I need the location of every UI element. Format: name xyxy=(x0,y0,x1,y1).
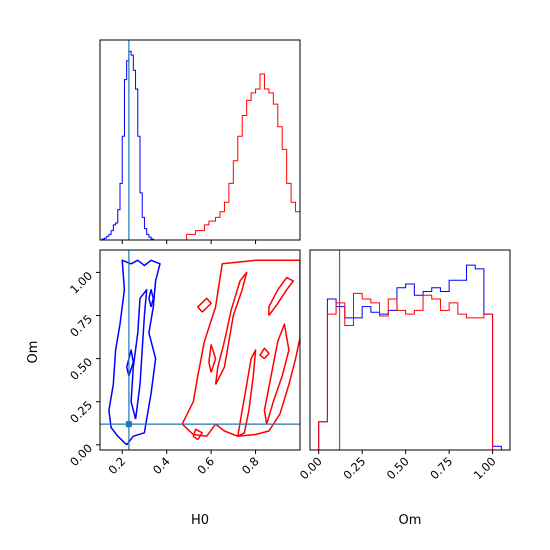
contour-series-2-level-2 xyxy=(214,271,248,385)
truth-marker xyxy=(125,421,132,428)
contour-series-1-level-4 xyxy=(148,288,155,308)
h0-panel-frame xyxy=(99,39,301,241)
contour-series-2-level-9 xyxy=(259,347,270,360)
contour-series-2-level-7 xyxy=(192,428,203,441)
contour-series-2-level-6 xyxy=(197,297,212,313)
x-axis-label: H0 xyxy=(191,513,209,528)
contour-series-2-level-4 xyxy=(263,323,290,425)
om-x-axis-label: Om xyxy=(399,513,422,528)
contour-series-2-level-8 xyxy=(208,344,217,373)
contour-series-2-level-3 xyxy=(237,349,257,437)
contour-series-1-level-2 xyxy=(130,288,148,420)
joint-panel-frame xyxy=(99,249,301,451)
h0-marginal-panel xyxy=(99,39,301,244)
h0-histogram-series-2 xyxy=(186,73,300,240)
om-panel-frame xyxy=(309,249,511,451)
om-histogram-area xyxy=(318,250,510,450)
contour-area xyxy=(100,250,300,450)
h0-histogram-series-1 xyxy=(101,50,154,240)
y-axis-label: Om xyxy=(26,341,41,364)
contour-series-1-level-3 xyxy=(125,349,135,377)
contour-series-1-level-1 xyxy=(108,259,161,446)
contour-series-2-level-5 xyxy=(268,276,295,316)
contour-series-2-level-1 xyxy=(181,259,300,437)
h0-histogram-area xyxy=(101,40,300,240)
om-histogram-series-2 xyxy=(318,292,494,450)
